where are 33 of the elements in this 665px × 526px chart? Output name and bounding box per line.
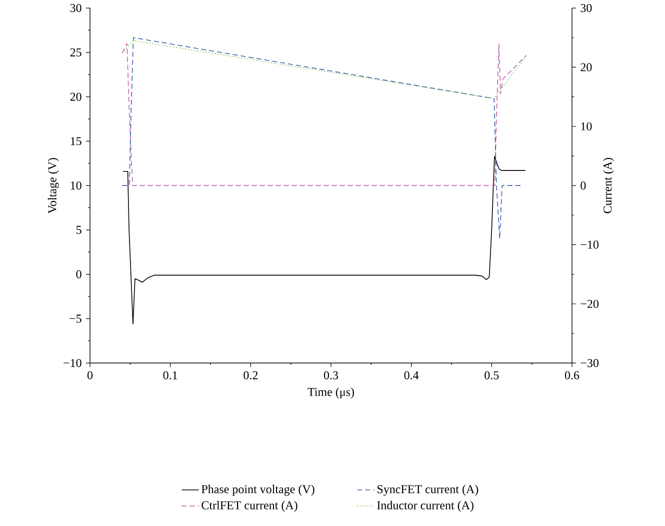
y2-tick-label: 0 xyxy=(580,181,586,190)
x-tick-label: 0.5 xyxy=(484,371,499,380)
x-tick-label: 0.6 xyxy=(564,371,580,380)
y-tick-label: 15 xyxy=(70,137,82,146)
y-tick-label: 20 xyxy=(70,92,82,101)
x-tick-label: 0.1 xyxy=(163,371,178,380)
y2-tick-label: 10 xyxy=(581,122,592,130)
y-tick-label: −5 xyxy=(70,314,82,323)
x-tick-label: 0.4 xyxy=(404,371,419,380)
y-tick-label: −10 xyxy=(64,358,82,368)
x-tick-label: 0.3 xyxy=(324,371,338,380)
y-tick-label: 10 xyxy=(70,181,82,190)
y-tick-label: 25 xyxy=(70,48,82,56)
y2-axis-title: Current (A) xyxy=(603,158,614,214)
legend-label: Phase point voltage (V) xyxy=(202,484,314,496)
line-series xyxy=(122,37,522,240)
legend-label: Inductor current (A) xyxy=(377,500,474,512)
x-axis-title: Time (μs) xyxy=(308,388,354,398)
y2-tick-label: 20 xyxy=(580,63,592,72)
y2-tick-label: −10 xyxy=(580,240,598,249)
line-series xyxy=(122,43,527,186)
y-tick-label: 30 xyxy=(70,4,82,12)
legend-label: SyncFET current (A) xyxy=(378,484,478,496)
y-tick-label: 5 xyxy=(76,226,82,234)
legend-label: CtrlFET current (A) xyxy=(202,500,298,512)
y-tick-label: 0 xyxy=(76,270,82,278)
x-tick-label: 0.2 xyxy=(244,371,258,380)
y-axis-title: Voltage (V) xyxy=(48,158,59,214)
y2-tick-label: −30 xyxy=(580,358,598,368)
line-series xyxy=(122,40,527,99)
y2-tick-label: 30 xyxy=(580,4,592,12)
y2-tick-label: −20 xyxy=(580,300,598,308)
x-tick-label: 0 xyxy=(87,371,93,380)
